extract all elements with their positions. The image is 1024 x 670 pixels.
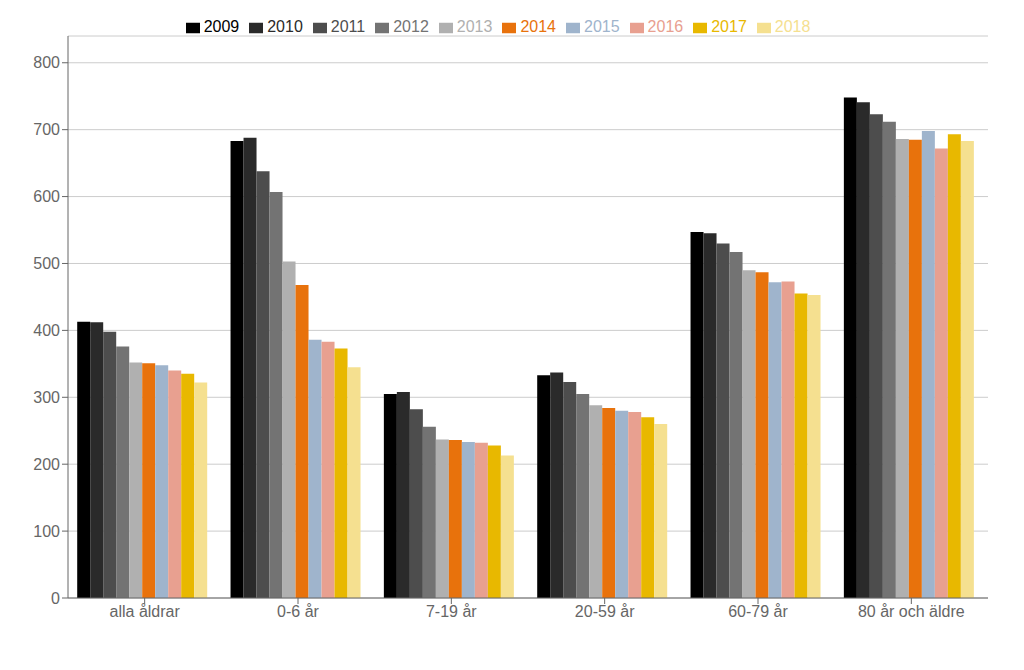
svg-text:100: 100: [33, 523, 60, 540]
html-text:2009: 2009: [203, 18, 240, 35]
html-text:2015: 2015: [584, 18, 620, 35]
svg-text:800: 800: [33, 54, 60, 71]
svg-text:20-59 år: 20-59 år: [575, 603, 635, 620]
html-text:2012: 2012: [393, 18, 429, 35]
svg-text:500: 500: [33, 255, 60, 272]
html-text:2018: 2018: [774, 18, 811, 35]
svg-text:7-19 år: 7-19 år: [426, 603, 477, 620]
svg-text:600: 600: [33, 188, 60, 205]
svg-text:200: 200: [33, 456, 60, 473]
html-text:2014: 2014: [520, 18, 556, 35]
html-text:2010: 2010: [267, 18, 303, 35]
svg-text:700: 700: [33, 121, 60, 138]
svg-text:alla åldrar: alla åldrar: [110, 603, 181, 620]
svg-text:80 år och äldre: 80 år och äldre: [858, 603, 965, 620]
svg-text:60-79 år: 60-79 år: [728, 603, 788, 620]
svg-text:300: 300: [33, 389, 60, 406]
svg-text:400: 400: [33, 322, 60, 339]
svg-text:0: 0: [51, 590, 60, 607]
html-text:2013: 2013: [456, 18, 493, 35]
html-text:2016: 2016: [647, 18, 684, 35]
html-text:2017: 2017: [711, 18, 747, 35]
html-text:2011: 2011: [330, 18, 366, 35]
svg-text:0-6 år: 0-6 år: [277, 603, 319, 620]
